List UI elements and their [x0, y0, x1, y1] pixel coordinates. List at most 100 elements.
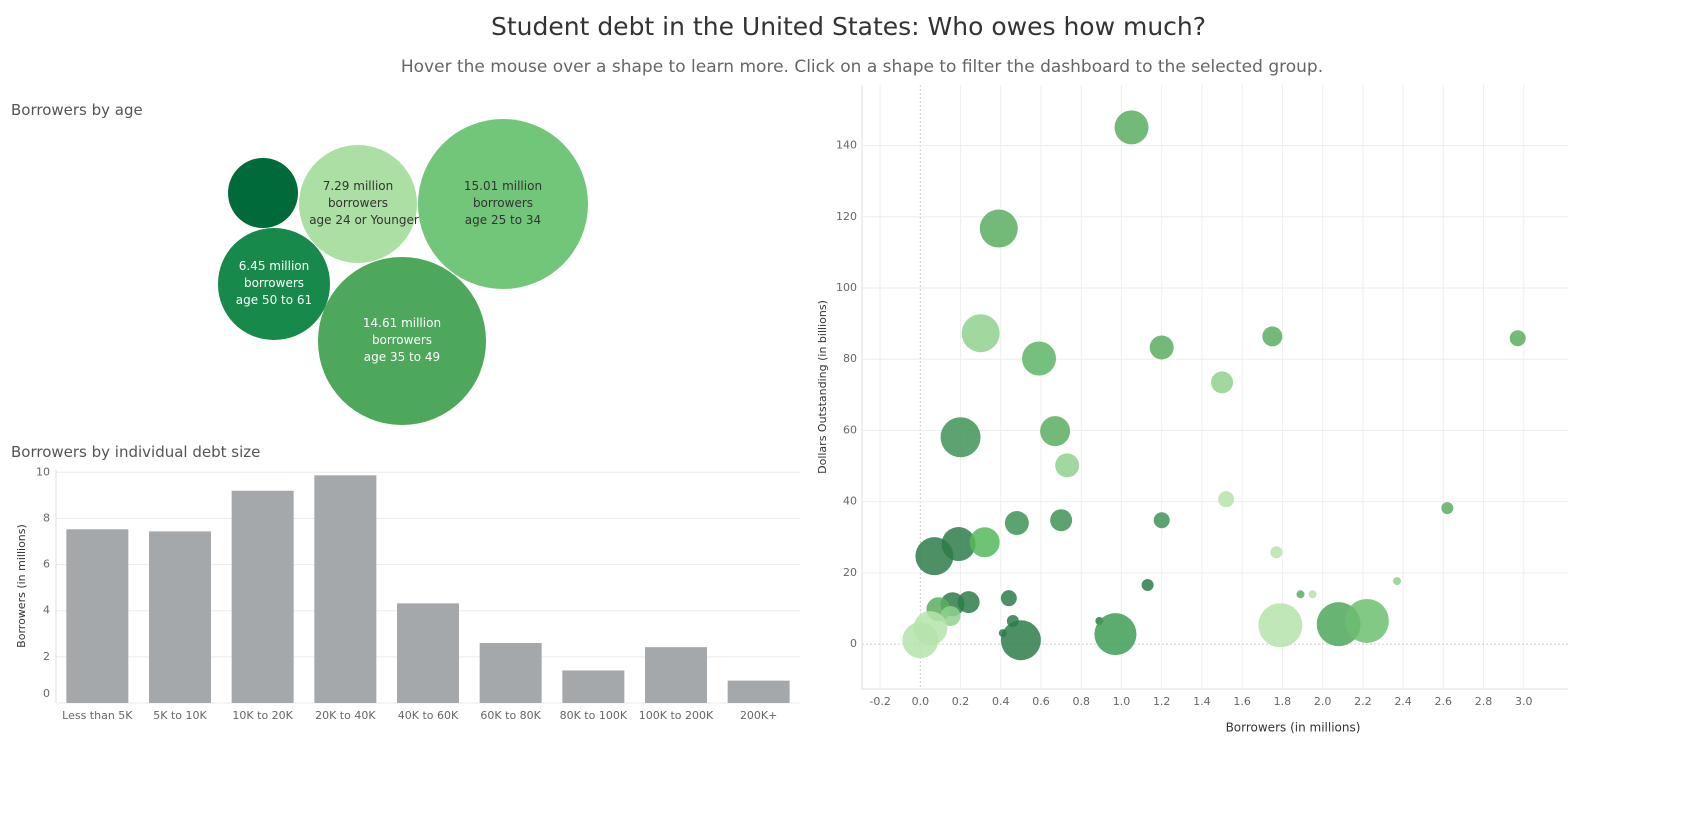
scatter-point[interactable]	[1258, 603, 1303, 648]
y-tick-label: 10	[36, 465, 50, 478]
category-label: age 24 or Younger	[309, 213, 419, 228]
x-tick-label: 1.6	[1233, 695, 1251, 708]
y-tick-label: 100	[836, 281, 857, 294]
y-tick-label: 80	[843, 352, 857, 365]
category-label: age 25 to 34	[464, 213, 542, 228]
x-tick-label: 5K to 10K	[153, 709, 207, 722]
scatter-point[interactable]	[902, 622, 939, 659]
scatter-point[interactable]	[1055, 453, 1080, 478]
scatter-point[interactable]	[1094, 613, 1137, 656]
x-axis-label: Borrowers (in millions)	[1226, 721, 1361, 735]
scatter-point[interactable]	[1308, 590, 1317, 599]
x-tick-label: 200K+	[740, 709, 777, 722]
bubble-label: 15.01 million borrowers age 25 to 34	[433, 178, 573, 229]
bar[interactable]	[66, 529, 129, 703]
y-tick-label: 4	[43, 604, 50, 617]
y-tick-label: 120	[836, 210, 857, 223]
bar[interactable]	[562, 670, 625, 703]
x-tick-label: 60K to 80K	[480, 709, 541, 722]
bubble-label: 14.61 million borrowers age 35 to 49	[333, 315, 471, 366]
scatter-point[interactable]	[941, 527, 976, 562]
scatter-point[interactable]	[1022, 341, 1057, 376]
y-tick-label: 40	[843, 495, 857, 508]
bubble-label: 7.29 million borrowers age 24 or Younger	[309, 178, 419, 229]
x-tick-label: 0.2	[952, 695, 970, 708]
bar[interactable]	[727, 680, 790, 703]
scatter-point[interactable]	[940, 417, 981, 458]
bar[interactable]	[397, 603, 459, 703]
bar[interactable]	[479, 643, 542, 703]
x-tick-label: 40K to 60K	[398, 709, 459, 722]
category-label: age 50 to 61	[235, 293, 313, 308]
scatter-point[interactable]	[1000, 590, 1017, 607]
value-label: 14.61 million borrowers	[362, 316, 442, 348]
y-tick-label: 60	[843, 423, 857, 436]
age-bubble[interactable]: 7.29 million borrowers age 24 or Younger	[298, 144, 419, 264]
scatter-point[interactable]	[979, 209, 1018, 248]
scatter-point[interactable]	[1004, 511, 1029, 536]
y-tick-label: 140	[836, 139, 857, 152]
scatter-point[interactable]	[1218, 491, 1235, 508]
y-axis-label: Borrowers (in millions)	[15, 524, 28, 648]
panel-title: Borrowers by individual debt size	[11, 443, 261, 461]
scatter-point[interactable]	[1040, 416, 1071, 447]
x-tick-label: 2.4	[1394, 695, 1412, 708]
bar[interactable]	[231, 490, 294, 703]
y-tick-label: 0	[850, 637, 857, 650]
x-tick-label: 3.0	[1515, 695, 1533, 708]
x-tick-label: 2.0	[1314, 695, 1332, 708]
scatter-point[interactable]	[1153, 512, 1170, 529]
scatter-point[interactable]	[1050, 509, 1073, 532]
x-tick-label: 2.8	[1475, 695, 1493, 708]
dashboard-title: Student debt in the United States: Who o…	[490, 12, 1207, 41]
dashboard-subtitle: Hover the mouse over a shape to learn mo…	[400, 57, 1324, 77]
scatter-point[interactable]	[1509, 330, 1526, 347]
scatter-point[interactable]	[1000, 620, 1041, 661]
scatter-point[interactable]	[1262, 326, 1283, 347]
scatter-point[interactable]	[1393, 577, 1402, 586]
x-tick-label: 0.8	[1072, 695, 1090, 708]
value-label: 15.01 million borrowers	[463, 179, 543, 211]
bar[interactable]	[314, 475, 377, 703]
scatter-point[interactable]	[1149, 335, 1174, 360]
x-tick-label: 1.4	[1193, 695, 1211, 708]
age-bubble[interactable]: 14.61 million borrowers age 35 to 49	[318, 257, 486, 425]
x-tick-label: -0.2	[869, 695, 890, 708]
x-tick-label: 20K to 40K	[315, 709, 376, 722]
y-tick-label: 6	[43, 558, 50, 571]
scatter-point[interactable]	[969, 527, 1000, 558]
x-tick-label: 0.6	[1032, 695, 1050, 708]
value-label: 7.29 million borrowers	[322, 179, 394, 211]
panel-title: Borrowers by age	[11, 101, 143, 119]
bubble-label: 6.45 million borrowers age 50 to 61	[228, 258, 320, 309]
age-bubble[interactable]	[228, 158, 298, 228]
scatter-point[interactable]	[1141, 579, 1154, 592]
scatter-point[interactable]	[1441, 502, 1454, 515]
x-tick-label: 2.6	[1435, 695, 1453, 708]
x-tick-label: 1.2	[1153, 695, 1171, 708]
scatter-point[interactable]	[1344, 598, 1389, 643]
x-tick-label: 1.8	[1274, 695, 1292, 708]
bar[interactable]	[645, 647, 707, 703]
y-tick-label: 20	[843, 566, 857, 579]
x-tick-label: 10K to 20K	[232, 709, 293, 722]
scatter-point[interactable]	[1270, 546, 1283, 559]
age-bubble[interactable]: 15.01 million borrowers age 25 to 34	[418, 119, 588, 289]
x-tick-label: 100K to 200K	[639, 709, 714, 722]
scatter-point[interactable]	[961, 314, 1000, 353]
y-axis-label: Dollars Outstanding (in billions)	[816, 300, 829, 474]
scatter-point[interactable]	[1211, 371, 1234, 394]
x-tick-label: 80K to 100K	[560, 709, 628, 722]
y-tick-label: 2	[43, 650, 50, 663]
x-tick-label: 1.0	[1113, 695, 1131, 708]
y-tick-label: 0	[43, 687, 50, 700]
bar[interactable]	[149, 531, 211, 703]
scatter-point[interactable]	[1296, 590, 1305, 599]
x-tick-label: 0.4	[992, 695, 1010, 708]
y-tick-label: 8	[43, 511, 50, 524]
age-bubble[interactable]: 6.45 million borrowers age 50 to 61	[218, 228, 330, 340]
scatter-point[interactable]	[1114, 110, 1149, 145]
x-tick-label: 0.0	[912, 695, 930, 708]
